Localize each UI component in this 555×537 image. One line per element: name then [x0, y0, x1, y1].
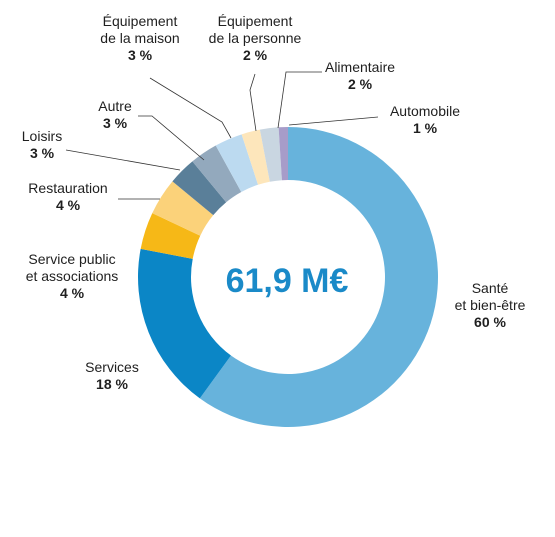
slice-services: [138, 248, 231, 399]
label-name-line: Équipement: [103, 13, 178, 29]
label-name-line: Service public: [28, 251, 115, 267]
label-name-line: et bien-être: [455, 297, 526, 313]
label-value: 4 %: [60, 285, 85, 301]
label-loisirs: Loisirs 3 %: [22, 128, 62, 161]
label-name-line: de la maison: [100, 30, 179, 46]
label-value: 3 %: [128, 47, 153, 63]
label-name-line: Santé: [472, 280, 509, 296]
label-sante-et-bien-etre: Santé et bien-être 60 %: [455, 280, 526, 330]
slice-restauration: [152, 181, 214, 236]
slice-alimentaire: [259, 127, 282, 182]
label-value: 3 %: [30, 145, 55, 161]
label-name-line: Restauration: [28, 180, 107, 196]
slice-sante-et-bien-etre: [199, 127, 438, 427]
slice-service-public-et-associations: [140, 213, 201, 259]
leader-line-loisirs: [65, 149, 181, 171]
label-restauration: Restauration 4 %: [28, 180, 107, 213]
slice-loisirs: [172, 161, 227, 216]
slice-equipement-de-la-maison: [215, 134, 259, 192]
leader-line-equipement-de-la-personne: [249, 73, 257, 132]
label-automobile: Automobile 1 %: [390, 103, 460, 136]
label-name-line: Services: [85, 359, 139, 375]
label-name-line: Alimentaire: [325, 59, 395, 75]
slice-labels: Santé et bien-être 60 %Services 18 %Service…: [22, 13, 526, 392]
label-value: 3 %: [103, 115, 128, 131]
label-name-line: et associations: [26, 268, 119, 284]
label-name-line: Loisirs: [22, 128, 62, 144]
slice-autre: [192, 145, 242, 203]
leader-line-alimentaire: [277, 71, 322, 129]
label-services: Services 18 %: [85, 359, 139, 392]
label-name-line: Automobile: [390, 103, 460, 119]
label-alimentaire: Alimentaire 2 %: [325, 59, 395, 92]
center-total-label: 61,9 M€: [226, 262, 349, 300]
label-autre: Autre 3 %: [98, 98, 132, 131]
label-value: 1 %: [413, 120, 438, 136]
label-name-line: Autre: [98, 98, 132, 114]
label-value: 4 %: [56, 197, 81, 213]
label-service-public-et-associations: Service public et associations 4 %: [26, 251, 119, 301]
leader-lines: [65, 71, 379, 200]
leader-line-autre: [138, 115, 205, 161]
label-value: 60 %: [474, 314, 506, 330]
slice-automobile: [278, 127, 288, 181]
leader-line-automobile: [288, 116, 379, 126]
label-value: 2 %: [348, 76, 373, 92]
label-equipement-de-la-maison: Équipement de la maison 3 %: [100, 13, 179, 63]
label-name-line: Équipement: [218, 13, 293, 29]
label-value: 18 %: [96, 376, 128, 392]
label-value: 2 %: [243, 47, 268, 63]
label-equipement-de-la-personne: Équipement de la personne 2 %: [209, 13, 302, 63]
slice-equipement-de-la-personne: [241, 129, 270, 185]
label-name-line: de la personne: [209, 30, 302, 46]
leader-line-equipement-de-la-maison: [149, 77, 232, 139]
donut-slices: [138, 127, 438, 427]
